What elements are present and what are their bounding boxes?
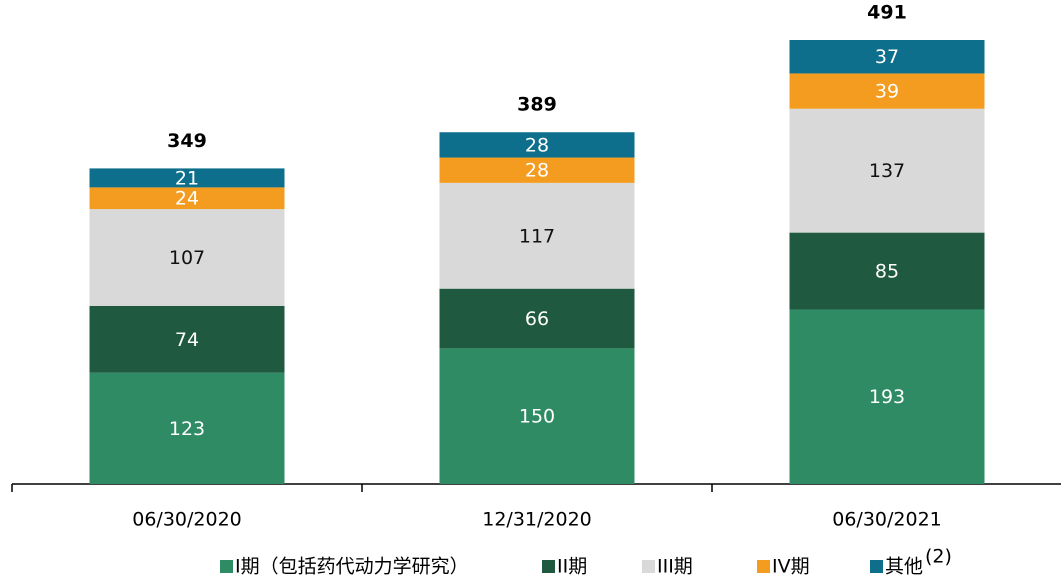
- data-label: 28: [525, 160, 549, 182]
- legend-label: II期: [557, 556, 587, 578]
- bar-segment: [789, 309, 985, 484]
- bar-segment: [439, 157, 635, 183]
- legend-label: I期（包括药代动力学研究）: [235, 556, 469, 578]
- bar-segment: [89, 209, 285, 306]
- legend-swatch: [642, 560, 655, 573]
- bar-segment: [439, 132, 635, 158]
- legend-swatch: [757, 560, 770, 573]
- data-label: 21: [175, 167, 199, 189]
- bar-segment: [789, 73, 985, 109]
- data-label: 28: [525, 134, 549, 156]
- legend-superscript: (2): [925, 546, 952, 568]
- bar-segment: [789, 232, 985, 310]
- data-label: 150: [519, 406, 555, 428]
- legend-swatch: [220, 560, 233, 573]
- bar-segment: [789, 108, 985, 233]
- total-label: 389: [517, 94, 557, 116]
- data-label: 37: [875, 46, 899, 68]
- bar-segment: [89, 187, 285, 210]
- legend-label: III期: [657, 556, 693, 578]
- bar-segment: [89, 305, 285, 373]
- bar-segment: [89, 168, 285, 188]
- x-tick-label: 12/31/2020: [482, 509, 592, 531]
- data-label: 123: [169, 418, 205, 440]
- bar-segment: [439, 182, 635, 289]
- bar-segment: [439, 348, 635, 484]
- data-label: 24: [175, 188, 199, 210]
- data-label: 193: [869, 386, 905, 408]
- bar-segment: [789, 40, 985, 74]
- bar-segment: [439, 288, 635, 349]
- data-label: 74: [175, 329, 199, 351]
- legend-swatch: [870, 560, 883, 573]
- bar-segment: [89, 372, 285, 484]
- data-label: 66: [525, 308, 549, 330]
- legend-label: IV期: [772, 556, 810, 578]
- legend-label: 其他: [885, 556, 923, 578]
- data-label: 85: [875, 261, 899, 283]
- total-label: 491: [867, 2, 907, 24]
- legend-swatch: [542, 560, 555, 573]
- data-label: 39: [875, 81, 899, 103]
- total-label: 349: [167, 130, 207, 152]
- x-tick-label: 06/30/2020: [132, 509, 242, 531]
- data-label: 107: [169, 247, 205, 269]
- data-label: 117: [519, 225, 555, 247]
- data-label: 137: [869, 160, 905, 182]
- x-tick-label: 06/30/2021: [832, 509, 942, 531]
